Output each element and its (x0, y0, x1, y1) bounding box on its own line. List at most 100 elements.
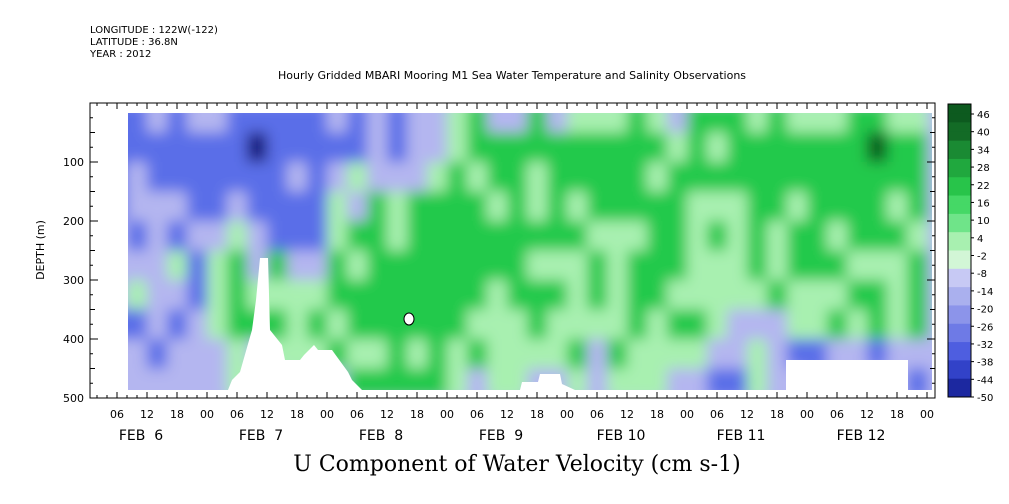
heatmap-cell (547, 132, 568, 163)
heatmap-cell (747, 132, 768, 163)
heatmap-cell (667, 132, 688, 163)
heatmap-cell (587, 309, 608, 340)
colorbar-swatch (948, 104, 971, 114)
axes: 06 12 18 00 06 12 18 00 06 12 18 00 06 12 18 00 06 12 18 00… (34, 102, 936, 444)
heatmap-cell (727, 191, 748, 222)
colorbar-label: -8 (977, 269, 987, 280)
heatmap-cell (367, 368, 388, 390)
heatmap-cell (567, 191, 588, 222)
y-tick-label: 500 (63, 392, 84, 405)
heatmap-cell (547, 280, 568, 311)
heatmap-cell (107, 162, 128, 193)
heatmap-cell (687, 221, 708, 252)
heatmap-cell (467, 280, 488, 311)
heatmap-cell (727, 309, 748, 340)
heatmap-cell (667, 368, 688, 390)
x-tick-label: 06 (830, 408, 844, 421)
heatmap-cell (547, 221, 568, 252)
colorbar-swatch (948, 287, 971, 297)
heatmap-cell (607, 113, 628, 134)
heatmap-cell (627, 221, 648, 252)
heatmap-cell (207, 221, 228, 252)
heatmap-cell (687, 309, 708, 340)
heatmap-cell (807, 132, 828, 163)
heatmap-cell (847, 339, 868, 370)
heatmap-cell (147, 132, 168, 163)
heatmap-cell (827, 191, 848, 222)
heatmap-cell (627, 250, 648, 281)
heatmap-cell (227, 368, 248, 390)
heatmap-cell (307, 368, 328, 390)
x-tick-label: 00 (680, 408, 694, 421)
colorbar-label: -14 (977, 287, 993, 298)
heatmap-cell (207, 113, 228, 134)
heatmap-cell (827, 113, 848, 134)
heatmap-cell (447, 250, 468, 281)
x-tick-label: 18 (650, 408, 664, 421)
heatmap-cell (567, 339, 588, 370)
heatmap-cell (147, 113, 168, 134)
colorbar-swatch (948, 140, 971, 151)
x-tick-label: 12 (380, 408, 394, 421)
heatmap-cell (507, 250, 528, 281)
heatmap-cell (587, 191, 608, 222)
heatmap-cell (187, 221, 208, 252)
colorbar-swatch (948, 195, 971, 206)
heatmap-cell (387, 309, 408, 340)
heatmap-cell (147, 309, 168, 340)
heatmap-cell (467, 368, 488, 390)
heatmap-cell (527, 280, 548, 311)
y-tick-label: 400 (63, 333, 84, 346)
heatmap-cell (907, 280, 928, 311)
heatmap-cell (447, 368, 468, 390)
heatmap-cell (467, 132, 488, 163)
heatmap-cell (727, 132, 748, 163)
heatmap-cell (227, 280, 248, 311)
plot-frame (89, 102, 936, 399)
colorbar-swatch (948, 223, 971, 233)
heatmap-cell (427, 368, 448, 390)
heatmap-cell (567, 280, 588, 311)
colorbar-label: -2 (977, 252, 987, 263)
colorbar-label: 16 (977, 198, 990, 209)
heatmap-cell (827, 368, 848, 390)
heatmap-cell (227, 191, 248, 222)
x-day-label: FEB 11 (717, 428, 766, 444)
heatmap-cell (747, 339, 768, 370)
heatmap-cell (247, 221, 268, 252)
heatmap-cell (467, 250, 488, 281)
x-tick-label: 06 (590, 408, 604, 421)
heatmap-cell (607, 132, 628, 163)
heatmap-cell (907, 250, 928, 281)
heatmap-cell (167, 221, 188, 252)
heatmap-cell (447, 132, 468, 163)
colorbar-swatch (948, 168, 971, 178)
heatmap-cell (347, 132, 368, 163)
heatmap-cell (207, 191, 228, 222)
heatmap-cell (847, 221, 868, 252)
heatmap-cell (827, 162, 848, 193)
heatmap-cell (247, 113, 268, 134)
heatmap-cell (647, 339, 668, 370)
heatmap-cell (227, 221, 248, 252)
heatmap-cell (787, 368, 808, 390)
heatmap-cell (587, 221, 608, 252)
heatmap-cell (427, 113, 448, 134)
heatmap-cell (647, 113, 668, 134)
heatmap-cell (667, 113, 688, 134)
heatmap-cell (567, 162, 588, 193)
heatmap-cell (747, 250, 768, 281)
heatmap-cell (847, 309, 868, 340)
heatmap-cell (687, 191, 708, 222)
heatmap-cell (707, 339, 728, 370)
heatmap-cell (447, 280, 468, 311)
heatmap-cell (487, 368, 508, 390)
heatmap-cell (587, 113, 608, 134)
x-tick-label: 18 (170, 408, 184, 421)
heatmap-cell (647, 191, 668, 222)
heatmap-cell (747, 113, 768, 134)
colorbar-label: 4 (977, 234, 983, 245)
heatmap-cell (727, 368, 748, 390)
heatmap-cell (367, 309, 388, 340)
heatmap-cell (867, 113, 888, 134)
